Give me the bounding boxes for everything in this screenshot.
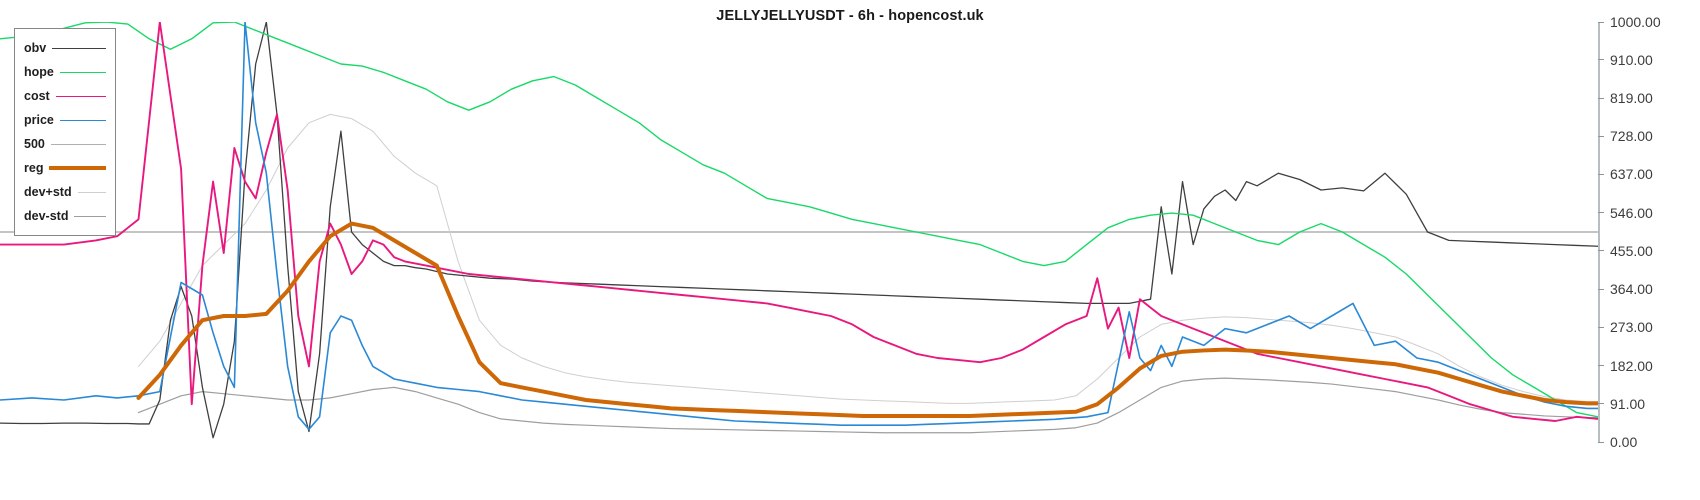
legend-color-swatch (74, 215, 106, 217)
tick-label: 910.00 (1610, 51, 1653, 68)
y-axis-tick: 546.00 (1598, 205, 1653, 221)
tick-mark (1598, 173, 1604, 175)
legend-color-swatch (52, 47, 106, 49)
tick-label: 546.00 (1610, 204, 1653, 221)
series-line-dev-std (137, 113, 1598, 404)
plot-area[interactable] (0, 22, 1700, 442)
y-axis-tick: 728.00 (1598, 128, 1653, 144)
series-line-cost (0, 22, 1598, 422)
legend-item-label: 500 (24, 137, 45, 151)
tick-mark (1598, 97, 1604, 99)
y-axis-tick: 637.00 (1598, 166, 1653, 182)
tick-label: 1000.00 (1610, 14, 1661, 30)
tick-mark (1598, 212, 1604, 214)
tick-mark (1598, 135, 1604, 137)
y-axis-tick: 182.00 (1598, 358, 1653, 374)
tick-label: 0.00 (1610, 434, 1638, 450)
y-axis-tick: 455.00 (1598, 243, 1653, 259)
series-group (0, 22, 1598, 439)
legend-item-label: hope (24, 65, 54, 79)
legend-color-swatch (59, 71, 106, 73)
legend-item-dev-std[interactable]: dev+std (24, 180, 106, 204)
y-axis-tick: 0.00 (1598, 434, 1637, 450)
legend-item-dev-std[interactable]: dev-std (24, 204, 106, 228)
y-axis-spine (1598, 22, 1600, 442)
legend-items: obv hope cost price 500 reg dev+std dev-std (24, 36, 106, 228)
tick-mark (1598, 288, 1604, 290)
legend-item-hope[interactable]: hope (24, 60, 106, 84)
tick-mark (1598, 21, 1604, 23)
chart-legend[interactable]: obv hope cost price 500 reg dev+std dev-std (14, 28, 116, 236)
tick-mark (1598, 365, 1604, 367)
series-line-hope (0, 22, 1598, 418)
chart-svg (0, 22, 1598, 439)
legend-item-label: price (24, 113, 54, 127)
legend-item-cost[interactable]: cost (24, 84, 106, 108)
legend-color-swatch (77, 191, 106, 193)
tick-label: 728.00 (1610, 128, 1653, 145)
tick-mark (1598, 250, 1604, 252)
legend-item-label: cost (24, 89, 50, 103)
legend-color-swatch (49, 166, 106, 170)
legend-item-reg[interactable]: reg (24, 156, 106, 180)
tick-label: 273.00 (1610, 319, 1653, 336)
tick-mark (1598, 403, 1604, 405)
legend-color-swatch (59, 119, 106, 121)
page-title: JELLYJELLYUSDT - 6h - hopencost.uk (716, 8, 984, 24)
tick-label: 91.00 (1610, 395, 1646, 412)
tick-label: 182.00 (1610, 357, 1653, 374)
y-axis-tick: 364.00 (1598, 281, 1653, 297)
legend-color-swatch (50, 143, 106, 145)
legend-item-label: dev-std (24, 209, 69, 223)
tick-mark (1598, 326, 1604, 328)
series-line-price (0, 22, 1598, 431)
series-line-reg (136, 221, 1598, 418)
tick-label: 819.00 (1610, 90, 1653, 107)
legend-item-500[interactable]: 500 (24, 132, 106, 156)
y-axis-tick: 819.00 (1598, 90, 1653, 106)
legend-item-obv[interactable]: obv (24, 36, 106, 60)
legend-item-price[interactable]: price (24, 108, 106, 132)
tick-mark (1598, 441, 1604, 443)
tick-label: 637.00 (1610, 166, 1653, 183)
legend-item-label: dev+std (24, 185, 72, 199)
series-line-obv (0, 22, 1598, 439)
y-axis: 1000.00 910.00 819.00 728.00 637.00 546.00 455… (1598, 14, 1698, 450)
y-axis-tick: 910.00 (1598, 52, 1653, 68)
y-axis-tick: 1000.00 (1598, 14, 1661, 30)
y-axis-tick: 91.00 (1598, 396, 1645, 412)
tick-label: 364.00 (1610, 281, 1653, 298)
y-axis-tick: 273.00 (1598, 319, 1653, 335)
legend-item-label: reg (24, 161, 44, 175)
tick-mark (1598, 59, 1604, 61)
tick-label: 455.00 (1610, 242, 1653, 259)
series-line-dev-std (137, 377, 1598, 434)
legend-color-swatch (55, 95, 106, 97)
legend-item-label: obv (24, 41, 47, 55)
